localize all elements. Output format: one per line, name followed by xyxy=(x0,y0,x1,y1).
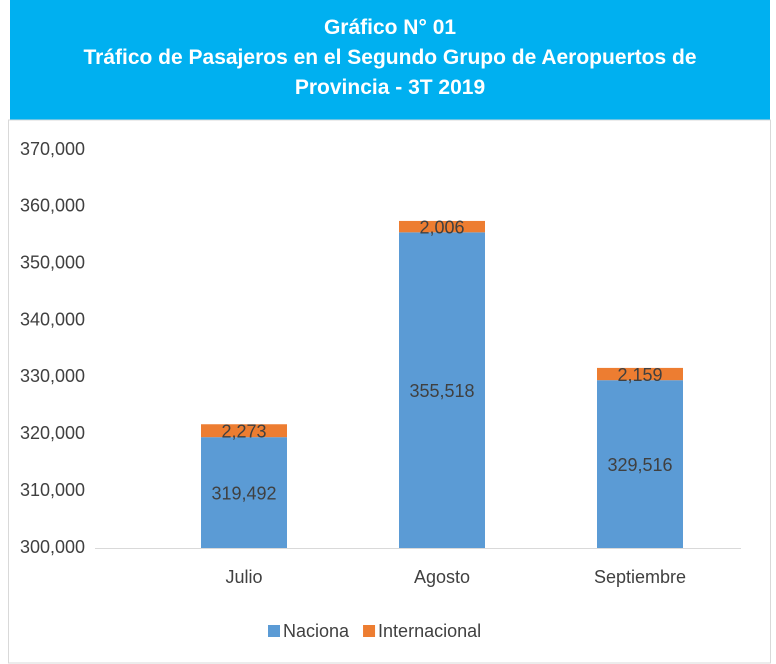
data-label: 2,159 xyxy=(617,365,662,385)
y-tick-label: 310,000 xyxy=(20,480,85,500)
y-tick-label: 360,000 xyxy=(20,196,85,216)
chart-subtitle: Tráfico de Pasajeros en el Segundo Grupo… xyxy=(83,46,697,99)
legend-swatch xyxy=(268,625,280,637)
y-tick-label: 340,000 xyxy=(20,309,85,329)
y-tick-label: 320,000 xyxy=(20,423,85,443)
legend-label: Naciona xyxy=(283,621,350,641)
data-label: 2,273 xyxy=(221,421,266,441)
chart-header: Gráfico N° 01 Tráfico de Pasajeros en el… xyxy=(10,0,770,120)
data-label: 355,518 xyxy=(409,381,474,401)
bar-segment xyxy=(597,380,683,548)
x-tick-label: Agosto xyxy=(414,567,470,587)
x-tick-label: Septiembre xyxy=(594,567,686,587)
y-tick-label: 350,000 xyxy=(20,252,85,272)
data-label: 319,492 xyxy=(211,483,276,503)
bar-segment xyxy=(399,220,485,233)
y-tick-label: 330,000 xyxy=(20,366,85,386)
bar-segment xyxy=(201,424,287,438)
data-label: 329,516 xyxy=(607,455,672,475)
bar-segment xyxy=(399,232,485,548)
y-tick-label: 300,000 xyxy=(20,537,85,557)
bar-segment xyxy=(597,367,683,381)
bar-segment xyxy=(201,437,287,548)
x-tick-label: Julio xyxy=(225,567,262,587)
y-tick-label: 370,000 xyxy=(20,139,85,159)
chart-border xyxy=(8,119,771,664)
legend-swatch xyxy=(363,625,376,637)
data-label: 2,006 xyxy=(419,217,464,237)
chart-title: Gráfico N° 01 xyxy=(323,16,457,39)
legend-label: Internacional xyxy=(378,621,481,641)
